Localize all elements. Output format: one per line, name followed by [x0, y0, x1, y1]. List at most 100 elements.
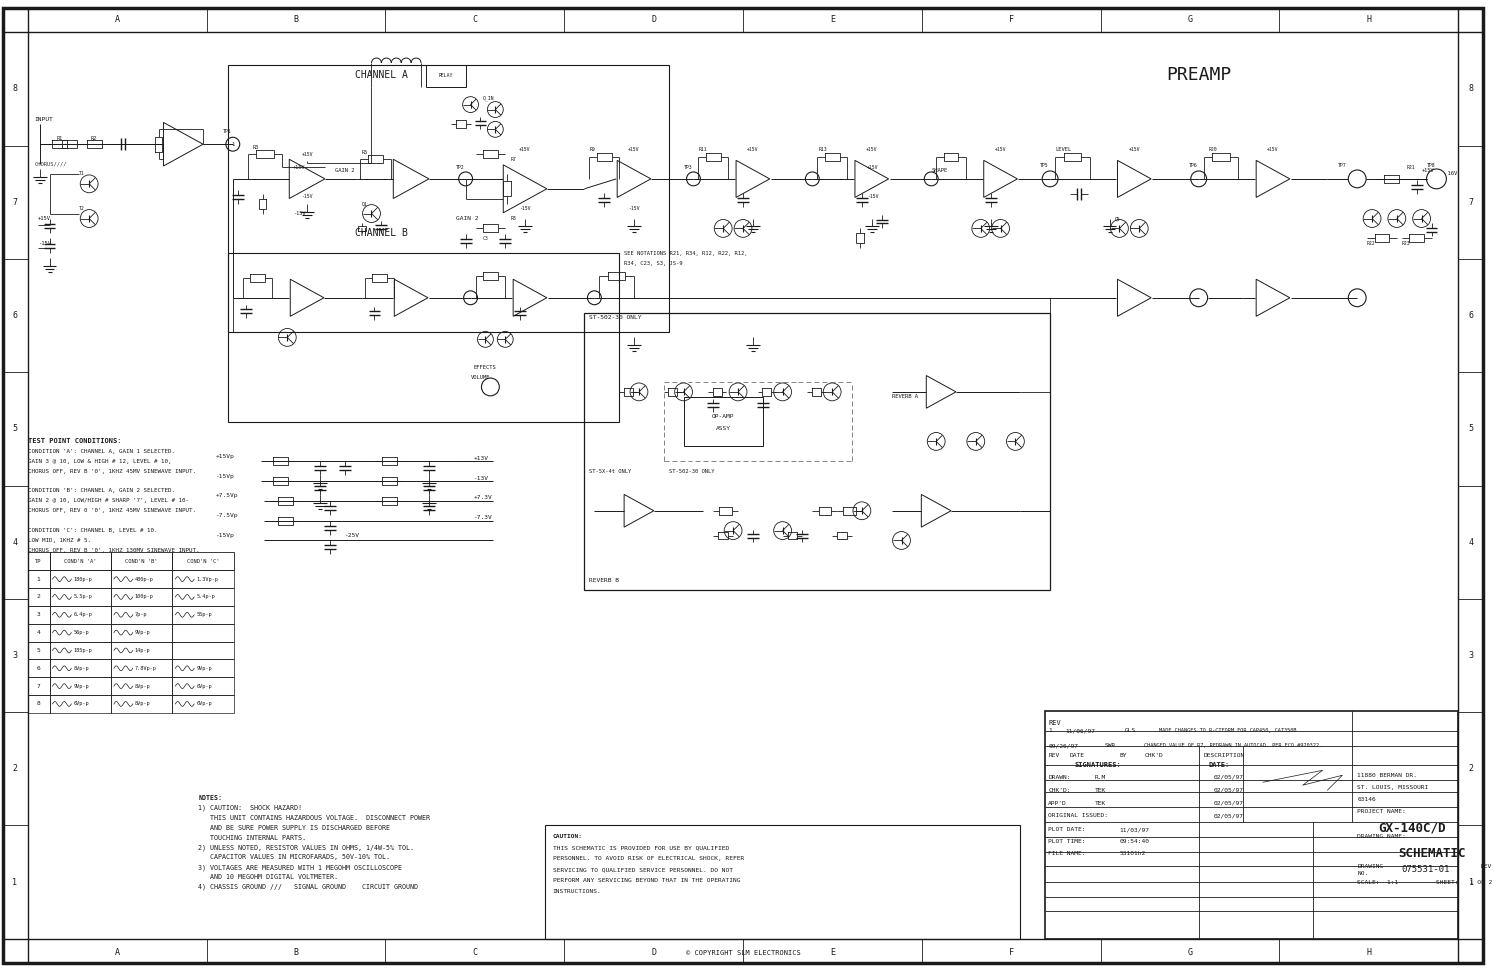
Text: 6Vp-p: 6Vp-p — [196, 684, 211, 688]
Bar — [27, 677, 50, 695]
Text: THIS SCHEMATIC IS PROVIDED FOR USE BY QUALIFIED: THIS SCHEMATIC IS PROVIDED FOR USE BY QU… — [554, 845, 729, 850]
Text: +15Vp: +15Vp — [216, 453, 234, 458]
Text: +15V: +15V — [994, 147, 1006, 151]
Text: 2: 2 — [38, 594, 40, 599]
Text: 6Vp-p: 6Vp-p — [74, 701, 88, 707]
Text: AND BE SURE POWER SUPPLY IS DISCHARGED BEFORE: AND BE SURE POWER SUPPLY IS DISCHARGED B… — [198, 824, 390, 831]
Text: COND'N 'B': COND'N 'B' — [126, 558, 158, 564]
Bar — [50, 570, 111, 588]
Text: H: H — [1366, 15, 1371, 24]
Bar — [684, 397, 764, 447]
Text: OP-AMP: OP-AMP — [712, 415, 735, 419]
Text: 3) VOLTAGES ARE MEASURED WITH 1 MEGOHM OSCILLOSCOPE: 3) VOLTAGES ARE MEASURED WITH 1 MEGOHM O… — [198, 864, 402, 871]
Text: GAIN 2: GAIN 2 — [456, 216, 478, 221]
Bar — [50, 677, 111, 695]
Text: R5: R5 — [362, 150, 368, 154]
Text: SHEET:   1 OF 2: SHEET: 1 OF 2 — [1437, 880, 1492, 885]
Bar — [111, 623, 172, 642]
Text: VOLUME: VOLUME — [471, 375, 490, 380]
Text: REV: REV — [1048, 720, 1060, 725]
Text: +15V: +15V — [1422, 168, 1434, 174]
Text: +15V: +15V — [867, 164, 879, 170]
Bar — [50, 659, 111, 677]
Text: TEK: TEK — [1095, 787, 1106, 792]
Text: Q1: Q1 — [362, 201, 368, 206]
Text: ASSY: ASSY — [716, 426, 730, 431]
Text: REV: REV — [1048, 753, 1059, 758]
Text: 6.4p-p: 6.4p-p — [74, 613, 92, 618]
Text: C: C — [472, 15, 477, 24]
Text: 02/05/97: 02/05/97 — [1214, 800, 1243, 806]
Text: BY: BY — [1119, 753, 1126, 758]
Bar — [111, 570, 172, 588]
Text: CONDITION 'A': CHANNEL A, GAIN 1 SELECTED.: CONDITION 'A': CHANNEL A, GAIN 1 SELECTE… — [27, 449, 174, 453]
Text: 5.5p-p: 5.5p-p — [74, 594, 92, 599]
Text: +15V: +15V — [302, 151, 313, 156]
Text: EFFECTS: EFFECTS — [474, 365, 496, 370]
Bar — [172, 606, 234, 623]
Text: 1: 1 — [38, 577, 40, 582]
Text: SIGNATURES:: SIGNATURES: — [1076, 762, 1122, 768]
Text: 16V: 16V — [1442, 172, 1458, 177]
Text: C3: C3 — [483, 236, 488, 241]
Text: -7.3V: -7.3V — [474, 516, 492, 520]
Text: -7.5Vp: -7.5Vp — [216, 514, 238, 519]
Bar — [172, 570, 234, 588]
Bar — [426, 65, 465, 86]
Bar — [50, 642, 111, 659]
Text: 8: 8 — [1468, 84, 1473, 93]
Text: ST-502-30 ONLY: ST-502-30 ONLY — [590, 315, 642, 320]
Text: CHANGED VALUE OF R7, REDRAWN IN AUTOCAD. PER ECO #970322.: CHANGED VALUE OF R7, REDRAWN IN AUTOCAD.… — [1144, 743, 1323, 748]
Text: GAIN 2 @ 10, LOW/HIGH # SHARP '7', LEVEL # 10-: GAIN 2 @ 10, LOW/HIGH # SHARP '7', LEVEL… — [27, 498, 189, 503]
Text: 480p-p: 480p-p — [135, 577, 153, 582]
Bar — [27, 695, 50, 713]
Text: T2: T2 — [80, 206, 86, 211]
Text: 7.8Vp-p: 7.8Vp-p — [135, 666, 156, 671]
Text: 7p-p: 7p-p — [135, 613, 147, 618]
Bar — [111, 659, 172, 677]
Text: SWR: SWR — [1104, 743, 1116, 748]
Bar — [172, 677, 234, 695]
Bar — [111, 606, 172, 623]
Text: R13: R13 — [819, 147, 827, 151]
Text: R1: R1 — [57, 136, 63, 141]
Text: ORIGINAL ISSUED:: ORIGINAL ISSUED: — [1048, 814, 1108, 819]
Text: SHAPE: SHAPE — [932, 168, 948, 174]
Text: F: F — [1008, 948, 1014, 957]
Text: COND'N 'A': COND'N 'A' — [64, 558, 96, 564]
Text: R8: R8 — [510, 216, 516, 221]
Text: T1: T1 — [80, 172, 86, 177]
Text: 02/05/97: 02/05/97 — [1214, 814, 1243, 819]
Bar — [172, 695, 234, 713]
Text: TOUCHING INTERNAL PARTS.: TOUCHING INTERNAL PARTS. — [198, 835, 306, 841]
Text: D: D — [651, 948, 656, 957]
Bar — [111, 642, 172, 659]
Text: 09:54:40: 09:54:40 — [1119, 839, 1149, 844]
Text: 9Vp-p: 9Vp-p — [135, 630, 150, 635]
Text: +15V: +15V — [292, 164, 306, 170]
Text: 3: 3 — [1468, 651, 1473, 660]
Text: 5: 5 — [38, 648, 40, 653]
Text: GAIN 3 @ 10, LOW & HIGH # 12, LEVEL # 10,: GAIN 3 @ 10, LOW & HIGH # 12, LEVEL # 10… — [27, 458, 171, 464]
Text: 8Vp-p: 8Vp-p — [74, 666, 88, 671]
Text: GX-140C/D: GX-140C/D — [1378, 821, 1446, 834]
Text: 4) CHASSIS GROUND ///   SIGNAL GROUND    CIRCUIT GROUND: 4) CHASSIS GROUND /// SIGNAL GROUND CIRC… — [198, 884, 418, 890]
Text: PLOT DATE:: PLOT DATE: — [1048, 827, 1086, 832]
Text: G: G — [1188, 948, 1192, 957]
Text: A: A — [114, 948, 120, 957]
Text: TP5: TP5 — [1040, 162, 1048, 168]
Text: -13V: -13V — [474, 476, 489, 481]
Text: TP7: TP7 — [1338, 162, 1346, 168]
Text: SERVICING TO QUALIFIED SERVICE PERSONNEL. DO NOT: SERVICING TO QUALIFIED SERVICE PERSONNEL… — [554, 867, 734, 872]
Bar — [172, 659, 234, 677]
Text: 075531-01: 075531-01 — [1402, 865, 1450, 874]
Text: TEK: TEK — [1095, 800, 1106, 806]
Text: 1: 1 — [1468, 878, 1473, 887]
Text: CAPACITOR VALUES IN MICROFARADS, 50V-10% TOL.: CAPACITOR VALUES IN MICROFARADS, 50V-10%… — [198, 854, 390, 860]
Text: 185p-p: 185p-p — [74, 648, 92, 653]
Text: +13V: +13V — [474, 455, 489, 461]
Text: 63146: 63146 — [1358, 796, 1376, 801]
Text: 55p-p: 55p-p — [196, 613, 211, 618]
Text: 6: 6 — [1468, 311, 1473, 320]
Text: -15V: -15V — [38, 241, 51, 246]
